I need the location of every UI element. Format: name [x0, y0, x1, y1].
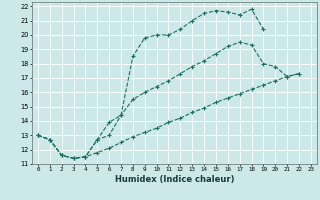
X-axis label: Humidex (Indice chaleur): Humidex (Indice chaleur) — [115, 175, 234, 184]
